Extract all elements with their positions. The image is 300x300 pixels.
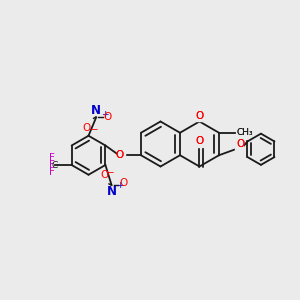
Text: O: O (116, 150, 124, 160)
Text: O: O (100, 170, 108, 180)
Text: O: O (195, 111, 204, 121)
Text: F: F (49, 153, 55, 164)
Text: +: + (101, 110, 109, 118)
Text: O: O (195, 111, 204, 121)
Bar (118, 152, 125, 158)
Text: O: O (195, 136, 204, 146)
Text: O: O (103, 112, 112, 122)
Bar (196, 141, 203, 147)
Text: O: O (119, 178, 127, 188)
Text: N: N (106, 185, 116, 198)
Text: N: N (91, 104, 101, 117)
Bar (196, 116, 203, 121)
Text: O: O (116, 150, 124, 160)
Text: C: C (52, 160, 58, 169)
Text: +: + (116, 181, 124, 190)
Text: O: O (82, 122, 91, 133)
Text: O: O (236, 139, 244, 148)
Text: O: O (236, 139, 244, 148)
Text: −: − (90, 125, 99, 135)
Text: −: − (106, 168, 115, 178)
Text: CH₃: CH₃ (236, 128, 253, 137)
Text: O: O (195, 136, 204, 146)
Text: F: F (49, 167, 55, 177)
Text: CH₃: CH₃ (236, 128, 253, 137)
Text: F: F (49, 160, 55, 170)
Bar (235, 145, 243, 151)
